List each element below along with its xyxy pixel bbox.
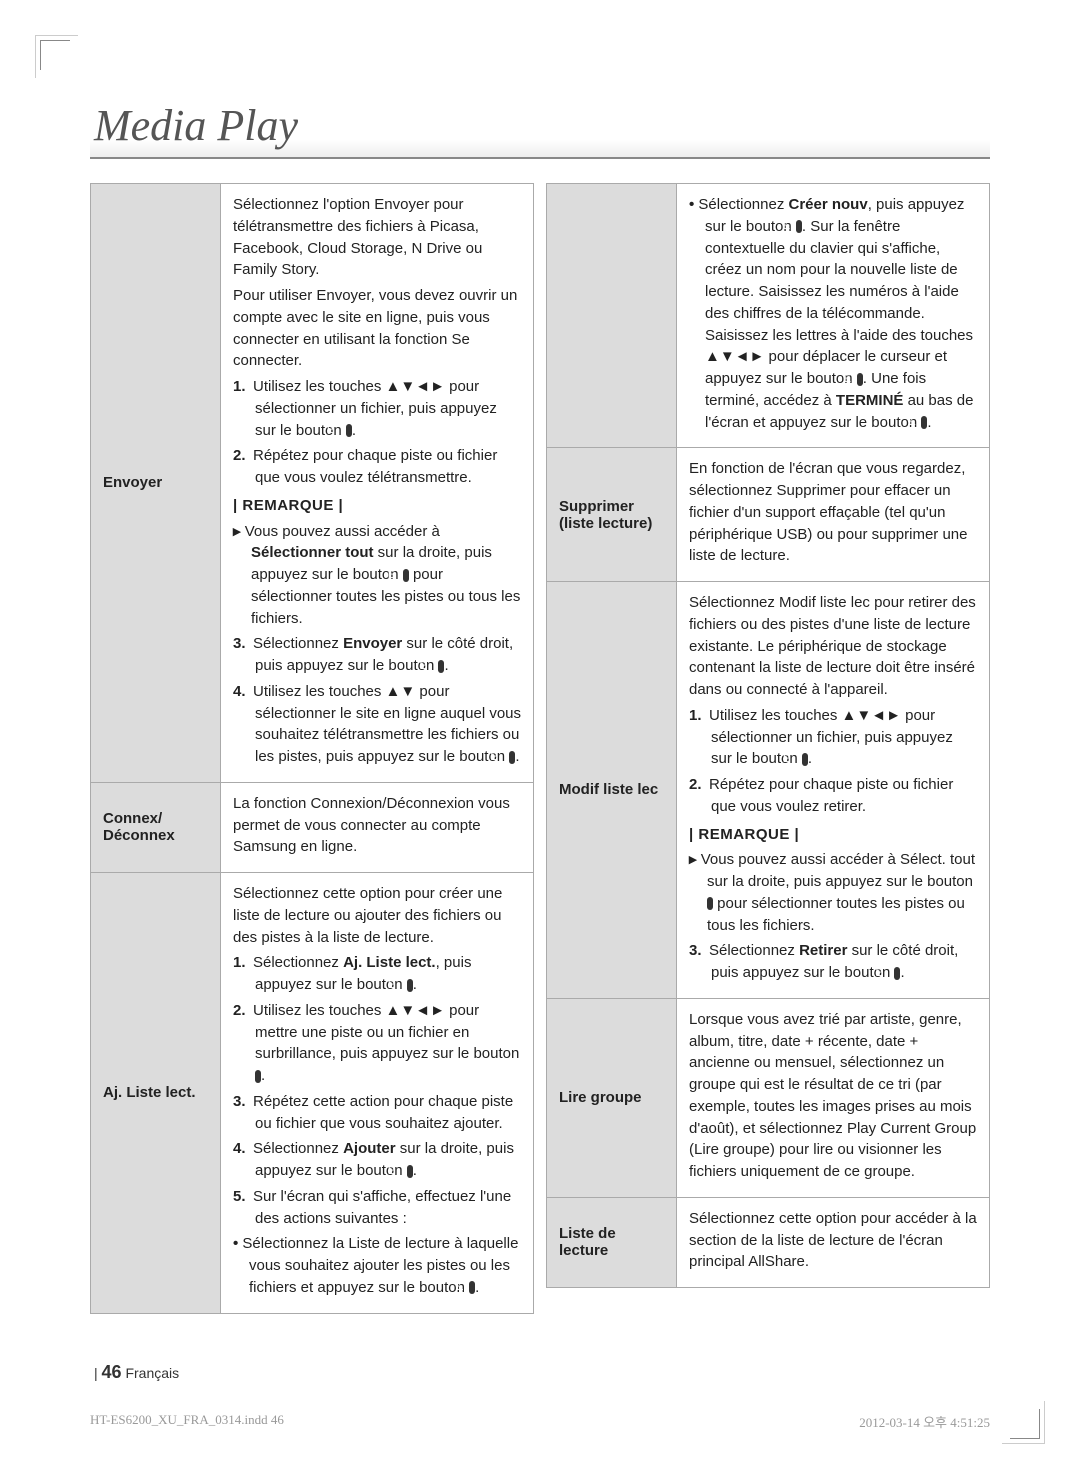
cell-liste: Sélectionnez cette option pour accéder à… (677, 1197, 990, 1287)
remarque-heading: | REMARQUE | (689, 824, 977, 846)
crop-mark-bottom-right (1010, 1409, 1040, 1439)
liste-p1: Sélectionnez cette option pour accéder à… (689, 1208, 977, 1273)
modif-step2: 2.Répétez pour chaque piste ou fichier q… (689, 774, 977, 818)
page-content: Media Play Envoyer Sélectionnez l'option… (90, 100, 990, 1389)
left-column: Envoyer Sélectionnez l'option Envoyer po… (90, 183, 534, 1314)
lire-p1: Lorsque vous avez trié par artiste, genr… (689, 1009, 977, 1183)
ajliste-step1: 1.Sélectionnez Aj. Liste lect., puis app… (233, 952, 521, 996)
cell-connex: La fonction Connexion/Déconnexion vous p… (221, 782, 534, 872)
ajliste-p1: Sélectionnez cette option pour créer une… (233, 883, 521, 948)
print-slug: HT-ES6200_XU_FRA_0314.indd 46 2012-03-14… (90, 1412, 990, 1431)
cell-supprimer: En fonction de l'écran que vous regardez… (677, 448, 990, 582)
slug-file: HT-ES6200_XU_FRA_0314.indd 46 (90, 1412, 284, 1431)
right-column: Sélectionnez Créer nouv, puis appuyez su… (546, 183, 990, 1314)
ajliste-step4: 4.Sélectionnez Ajouter sur la droite, pu… (233, 1138, 521, 1182)
slug-date: 2012-03-14 오후 4:51:25 (859, 1412, 990, 1431)
footer-lang: Français (125, 1365, 179, 1381)
footer-bar: | (94, 1365, 98, 1381)
envoyer-step1: 1.Utilisez les touches ▲▼◄► pour sélecti… (233, 376, 521, 441)
envoyer-step2: 2.Répétez pour chaque piste ou fichier q… (233, 445, 521, 489)
label-liste: Liste de lecture (547, 1197, 677, 1287)
envoyer-step4: 4.Utilisez les touches ▲▼ pour sélection… (233, 681, 521, 768)
cell-modif: Sélectionnez Modif liste lec pour retire… (677, 582, 990, 999)
label-modif: Modif liste lec (547, 582, 677, 999)
remarque-heading: | REMARQUE | (233, 495, 521, 517)
cell-lire: Lorsque vous avez trié par artiste, genr… (677, 998, 990, 1197)
cell-creer: Sélectionnez Créer nouv, puis appuyez su… (677, 184, 990, 448)
label-continuation (547, 184, 677, 448)
envoyer-step3: 3.Sélectionnez Envoyer sur le côté droit… (233, 633, 521, 677)
page-title: Media Play (90, 100, 990, 159)
modif-step1: 1.Utilisez les touches ▲▼◄► pour sélecti… (689, 705, 977, 770)
page-footer: | 46 Français (94, 1362, 179, 1383)
creer-bullet: Sélectionnez Créer nouv, puis appuyez su… (689, 194, 977, 433)
label-lire: Lire groupe (547, 998, 677, 1197)
ajliste-step5: 5.Sur l'écran qui s'affiche, effectuez l… (233, 1186, 521, 1230)
page-number: 46 (102, 1362, 122, 1382)
cell-envoyer: Sélectionnez l'option Envoyer pour télét… (221, 184, 534, 783)
envoyer-note1: Vous pouvez aussi accéder à Sélectionner… (233, 521, 521, 630)
left-table: Envoyer Sélectionnez l'option Envoyer po… (90, 183, 534, 1314)
modif-note1: Vous pouvez aussi accéder à Sélect. tout… (689, 849, 977, 936)
label-supprimer: Supprimer (liste lecture) (547, 448, 677, 582)
connex-p1: La fonction Connexion/Déconnexion vous p… (233, 793, 521, 858)
right-table: Sélectionnez Créer nouv, puis appuyez su… (546, 183, 990, 1288)
crop-mark-top-left (40, 40, 70, 70)
supprimer-p1: En fonction de l'écran que vous regardez… (689, 458, 977, 567)
ajliste-step2: 2.Utilisez les touches ▲▼◄► pour mettre … (233, 1000, 521, 1087)
envoyer-p1: Sélectionnez l'option Envoyer pour télét… (233, 194, 521, 281)
label-envoyer: Envoyer (91, 184, 221, 783)
label-connex: Connex/ Déconnex (91, 782, 221, 872)
columns: Envoyer Sélectionnez l'option Envoyer po… (90, 183, 990, 1314)
envoyer-p2: Pour utiliser Envoyer, vous devez ouvrir… (233, 285, 521, 372)
cell-ajliste: Sélectionnez cette option pour créer une… (221, 873, 534, 1314)
label-ajliste: Aj. Liste lect. (91, 873, 221, 1314)
modif-step3: 3.Sélectionnez Retirer sur le côté droit… (689, 940, 977, 984)
modif-p1: Sélectionnez Modif liste lec pour retire… (689, 592, 977, 701)
ajliste-step3: 3.Répétez cette action pour chaque piste… (233, 1091, 521, 1135)
ajliste-bullet1: Sélectionnez la Liste de lecture à laque… (233, 1233, 521, 1298)
